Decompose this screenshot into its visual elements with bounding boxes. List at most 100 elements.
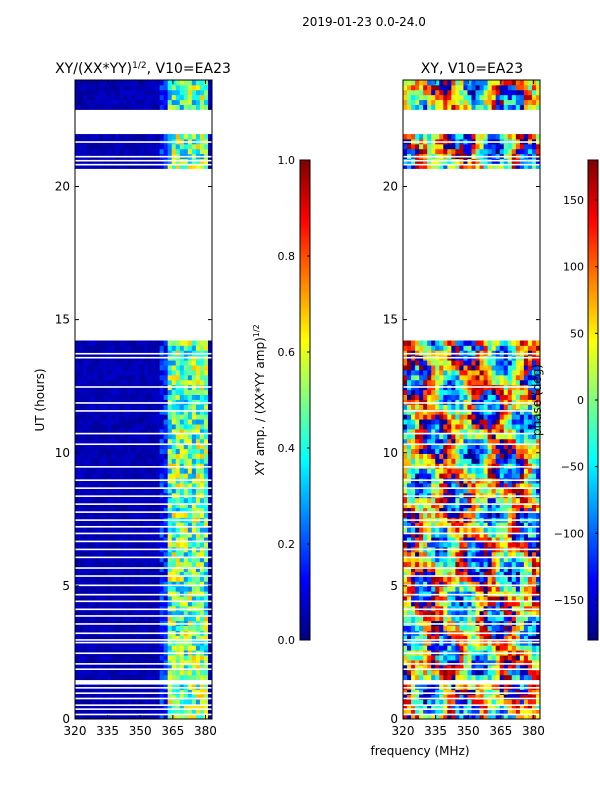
heatmap-cell: [443, 497, 448, 504]
heatmap-cell: [495, 669, 501, 676]
heatmap-cell: [423, 542, 428, 548]
heatmap-cell: [99, 522, 104, 528]
heatmap-cell: [151, 379, 156, 386]
heatmap-cell: [127, 694, 132, 700]
heatmap-cell: [411, 586, 416, 592]
heatmap-cell: [91, 443, 96, 450]
heatmap-cell: [99, 537, 104, 543]
heatmap-cell: [187, 532, 193, 538]
heatmap-cell: [191, 483, 197, 489]
heatmap-cell: [119, 80, 124, 86]
heatmap-cell: [467, 556, 472, 563]
heatmap-cell: [483, 502, 489, 509]
heatmap-cell: [195, 551, 201, 558]
heatmap-cell: [191, 645, 197, 651]
heatmap-cell: [435, 551, 440, 558]
heatmap-cell: [407, 576, 412, 582]
heatmap-cell: [83, 394, 88, 400]
heatmap-cell: [411, 507, 416, 513]
heatmap-cell: [495, 709, 501, 715]
heatmap-cell: [155, 419, 161, 425]
heatmap-cell: [135, 443, 140, 450]
heatmap-cell: [191, 379, 197, 386]
heatmap-cell: [411, 689, 416, 695]
heatmap-cell: [75, 473, 80, 479]
heatmap-cell: [471, 566, 476, 572]
heatmap-cell: [203, 645, 209, 651]
heatmap-cell: [119, 537, 124, 543]
heatmap-cell: [427, 483, 432, 489]
heatmap-cell: [163, 89, 169, 96]
heatmap-cell: [75, 674, 80, 681]
heatmap-cell: [531, 551, 537, 558]
heatmap-cell: [207, 438, 213, 445]
heatmap-cell: [127, 527, 132, 533]
heatmap-cell: [151, 365, 156, 371]
heatmap-cell: [99, 360, 104, 366]
heatmap-cell: [83, 473, 88, 479]
flagged-row: [75, 519, 212, 521]
heatmap-cell: [131, 163, 136, 169]
heatmap-cell: [123, 625, 128, 631]
heatmap-cell: [187, 551, 193, 558]
heatmap-cell: [403, 615, 408, 622]
heatmap-cell: [423, 615, 428, 622]
heatmap-cell: [131, 635, 136, 641]
heatmap-cell: [87, 487, 92, 494]
heatmap-cell: [411, 561, 416, 568]
heatmap-cell: [179, 709, 185, 715]
heatmap-cell: [487, 468, 493, 474]
heatmap-cell: [167, 660, 173, 666]
heatmap-cell: [171, 365, 177, 371]
heatmap-cell: [459, 468, 464, 474]
heatmap-cell: [167, 689, 173, 695]
heatmap-cell: [195, 497, 201, 504]
heatmap-cell: [447, 458, 452, 464]
heatmap-cell: [531, 610, 537, 617]
colorbar-tick-label: 0.6: [278, 346, 296, 359]
heatmap-cell: [511, 645, 517, 651]
heatmap-cell: [495, 468, 501, 474]
heatmap-cell: [127, 635, 132, 641]
heatmap-cell: [427, 660, 432, 666]
heatmap-cell: [487, 512, 493, 518]
heatmap-cell: [455, 448, 460, 454]
heatmap-cell: [459, 458, 464, 464]
heatmap-cell: [147, 468, 152, 474]
heatmap-cell: [103, 389, 108, 395]
heatmap-cell: [535, 596, 541, 602]
heatmap-cell: [479, 581, 484, 587]
heatmap-cell: [115, 134, 120, 140]
heatmap-cell: [459, 694, 464, 700]
heatmap-cell: [515, 655, 521, 661]
heatmap-cell: [527, 660, 533, 666]
heatmap-cell: [123, 99, 128, 105]
heatmap-cell: [87, 360, 92, 366]
heatmap-cell: [199, 586, 205, 592]
heatmap-cell: [95, 669, 100, 676]
heatmap-cell: [103, 625, 108, 631]
heatmap-cell: [419, 689, 424, 695]
heatmap-cell: [515, 674, 521, 681]
heatmap-cell: [531, 532, 537, 538]
heatmap-cell: [159, 409, 165, 415]
heatmap-cell: [87, 443, 92, 450]
heatmap-cell: [455, 522, 460, 528]
heatmap-cell: [423, 689, 428, 695]
heatmap-cell: [83, 551, 88, 558]
heatmap-cell: [439, 556, 444, 563]
heatmap-cell: [111, 394, 116, 400]
heatmap-cell: [115, 99, 120, 105]
heatmap-cell: [479, 502, 484, 509]
heatmap-cell: [519, 669, 525, 676]
heatmap-cell: [119, 428, 124, 435]
heatmap-cell: [447, 615, 452, 622]
heatmap-cell: [171, 448, 177, 454]
heatmap-cell: [187, 694, 193, 700]
heatmap-cell: [427, 689, 432, 695]
heatmap-cell: [155, 163, 161, 169]
heatmap-cell: [531, 522, 537, 528]
heatmap-cell: [439, 458, 444, 464]
heatmap-cell: [143, 566, 148, 572]
heatmap-cell: [127, 601, 132, 607]
